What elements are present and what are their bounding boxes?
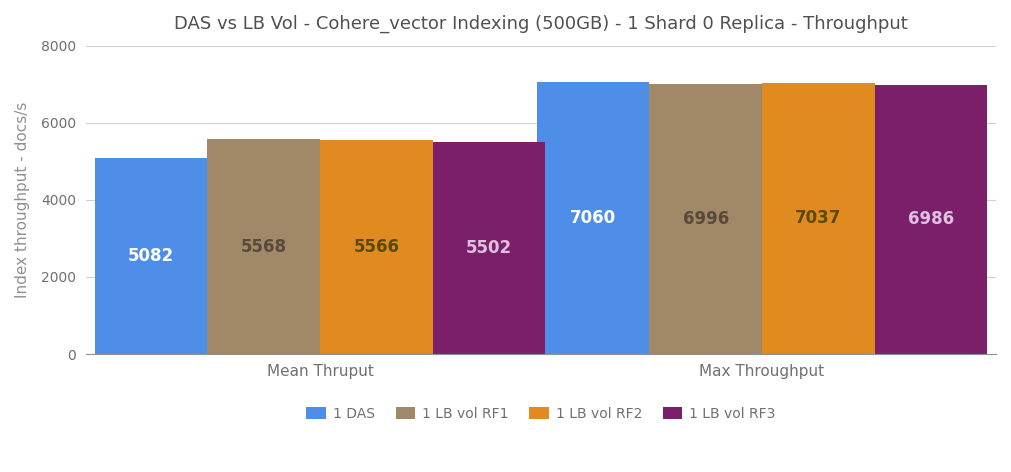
- Bar: [207, 139, 319, 354]
- Text: 7037: 7037: [795, 210, 841, 228]
- Title: DAS vs LB Vol - Cohere_vector Indexing (500GB) - 1 Shard 0 Replica - Throughput: DAS vs LB Vol - Cohere_vector Indexing (…: [174, 15, 908, 33]
- Bar: [649, 84, 762, 354]
- Bar: [537, 82, 649, 354]
- Bar: [875, 85, 988, 354]
- Text: 5082: 5082: [128, 247, 174, 265]
- Bar: [433, 142, 545, 354]
- Text: 5568: 5568: [241, 238, 287, 256]
- Bar: [762, 83, 875, 354]
- Text: 5502: 5502: [466, 239, 512, 257]
- Text: 6996: 6996: [682, 210, 729, 228]
- Y-axis label: Index throughput - docs/s: Index throughput - docs/s: [15, 101, 30, 298]
- Bar: [319, 140, 433, 354]
- Text: 6986: 6986: [908, 211, 954, 228]
- Text: 7060: 7060: [570, 209, 616, 227]
- Text: 5566: 5566: [353, 238, 399, 256]
- Bar: [95, 158, 207, 354]
- Legend: 1 DAS, 1 LB vol RF1, 1 LB vol RF2, 1 LB vol RF3: 1 DAS, 1 LB vol RF1, 1 LB vol RF2, 1 LB …: [300, 401, 782, 426]
